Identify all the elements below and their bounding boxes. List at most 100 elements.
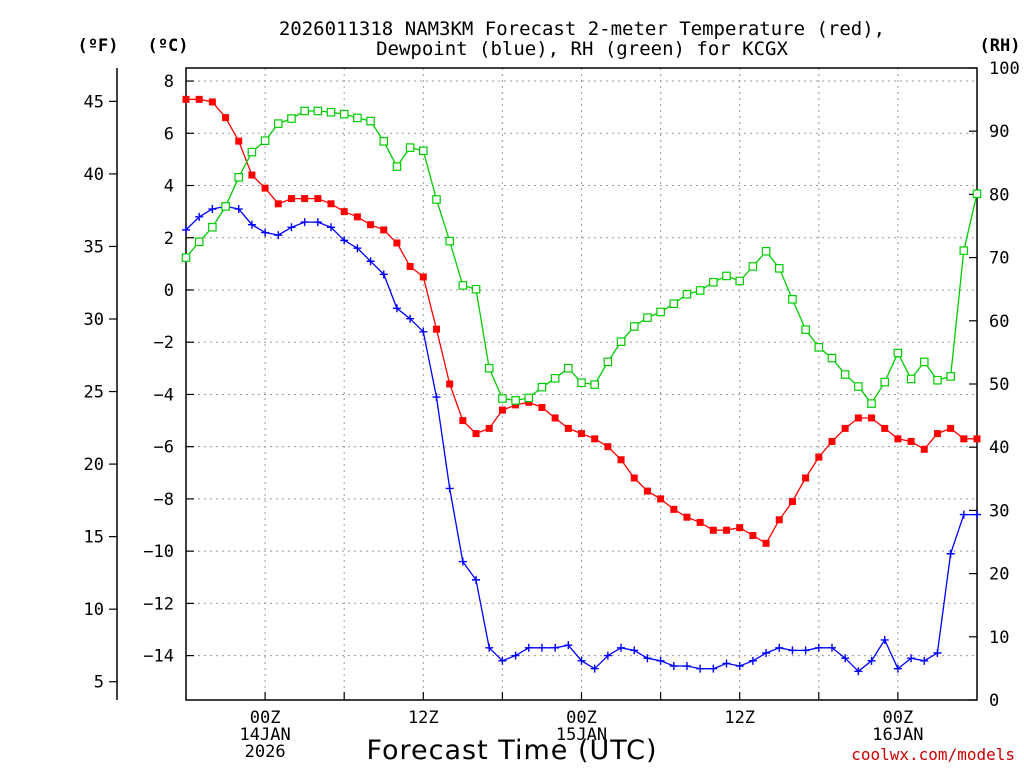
data-point-marker: [235, 137, 243, 145]
data-point-marker: [234, 173, 244, 182]
data-point-marker: [709, 277, 718, 287]
rh-tick-label: 90: [989, 122, 1009, 142]
fahrenheit-tick-label: 10: [84, 600, 104, 620]
data-point-marker: [287, 223, 296, 232]
celsius-axis-ticks: 8 6 4 2 0 −2 −4 −6 −8 −10 −12 −14: [143, 72, 194, 667]
celsius-tick-label: −14: [143, 647, 174, 667]
data-point-marker: [537, 382, 547, 392]
data-point-marker: [788, 498, 796, 506]
data-point-marker: [933, 648, 942, 657]
data-point-marker: [748, 656, 757, 665]
data-point-marker: [247, 220, 256, 229]
series-line: [185, 110, 978, 405]
data-point-marker: [485, 643, 494, 652]
data-point-marker: [551, 414, 559, 422]
data-point-marker: [392, 304, 401, 313]
data-point-marker: [327, 223, 336, 232]
celsius-tick-label: −12: [143, 594, 174, 614]
data-point-marker: [775, 643, 784, 652]
rh-tick-label: 20: [989, 565, 1009, 585]
data-point-marker: [893, 664, 902, 673]
data-point-marker: [195, 212, 204, 221]
data-point-marker: [946, 372, 955, 381]
data-point-marker: [656, 307, 665, 317]
data-point-marker: [868, 414, 876, 422]
data-point-marker: [577, 378, 586, 388]
data-point-marker: [366, 116, 375, 126]
data-point-marker: [512, 401, 520, 409]
celsius-tick-label: −2: [154, 333, 174, 353]
data-point-marker: [603, 357, 613, 367]
data-point-marker: [511, 651, 520, 660]
data-point-marker: [353, 113, 362, 123]
data-point-marker: [511, 396, 520, 405]
data-point-marker: [629, 322, 639, 331]
celsius-tick-label: 4: [164, 177, 174, 197]
data-point-marker: [261, 228, 270, 237]
series-dewpoint: [182, 202, 981, 676]
fahrenheit-tick-label: 40: [84, 165, 104, 185]
data-point-marker: [326, 107, 336, 117]
data-point-marker: [564, 641, 573, 650]
data-point-marker: [920, 445, 928, 453]
data-point-marker: [736, 524, 744, 532]
data-point-marker: [788, 295, 797, 304]
data-point-marker: [709, 526, 717, 534]
data-point-marker: [959, 510, 968, 519]
data-point-marker: [630, 646, 639, 655]
data-point-marker: [749, 531, 757, 539]
data-point-marker: [630, 474, 638, 482]
data-point-marker: [564, 363, 573, 373]
chart-title-line-2: Dewpoint (blue), RH (green) for KCGX: [376, 38, 788, 60]
celsius-tick-label: −10: [143, 542, 174, 562]
data-point-marker: [802, 474, 810, 482]
fahrenheit-tick-label: 30: [84, 310, 104, 330]
data-point-marker: [287, 114, 296, 123]
fahrenheit-tick-label: 25: [84, 383, 104, 403]
data-point-marker: [181, 253, 191, 262]
data-point-marker: [774, 264, 784, 273]
data-point-marker: [762, 648, 771, 657]
x-axis-label: Forecast Time (UTC): [366, 735, 657, 766]
rh-tick-label: 60: [989, 312, 1009, 332]
fahrenheit-tick-label: 35: [84, 237, 104, 257]
data-point-marker: [604, 443, 612, 451]
series-layer: [181, 95, 982, 676]
data-point-marker: [590, 380, 599, 389]
data-point-marker: [458, 557, 467, 566]
data-point-marker: [591, 435, 599, 443]
time-tick-label: 00Z: [250, 708, 281, 728]
data-point-marker: [973, 510, 981, 519]
data-point-marker: [723, 526, 731, 534]
data-point-marker: [695, 286, 705, 295]
time-tick-label: 00Z: [883, 708, 914, 728]
data-point-marker: [182, 95, 190, 103]
data-point-marker: [339, 109, 349, 119]
data-point-marker: [208, 205, 217, 214]
data-point-marker: [840, 370, 850, 379]
data-point-marker: [880, 377, 890, 387]
data-point-marker: [814, 343, 824, 352]
fahrenheit-tick-label: 45: [84, 92, 104, 112]
data-point-marker: [669, 299, 679, 309]
time-tick-label: 12Z: [724, 708, 755, 728]
data-point-marker: [959, 246, 969, 255]
chart-title-line-1: 2026011318 NAM3KM Forecast 2-meter Tempe…: [279, 18, 885, 40]
data-point-marker: [472, 575, 481, 584]
time-tick-label: 2026: [245, 742, 286, 762]
data-point-marker: [564, 424, 572, 432]
data-point-marker: [261, 184, 269, 192]
credit-text: coolwx.com/models: [851, 745, 1015, 764]
celsius-tick-label: −8: [154, 490, 174, 510]
data-point-marker: [973, 435, 981, 443]
rh-tick-label: 0: [989, 691, 999, 711]
data-point-marker: [762, 539, 770, 547]
data-point-marker: [946, 549, 955, 558]
data-point-marker: [274, 200, 282, 208]
data-point-marker: [907, 654, 916, 663]
data-point-marker: [722, 659, 731, 668]
data-point-marker: [881, 424, 889, 432]
rh-tick-label: 10: [989, 628, 1009, 648]
